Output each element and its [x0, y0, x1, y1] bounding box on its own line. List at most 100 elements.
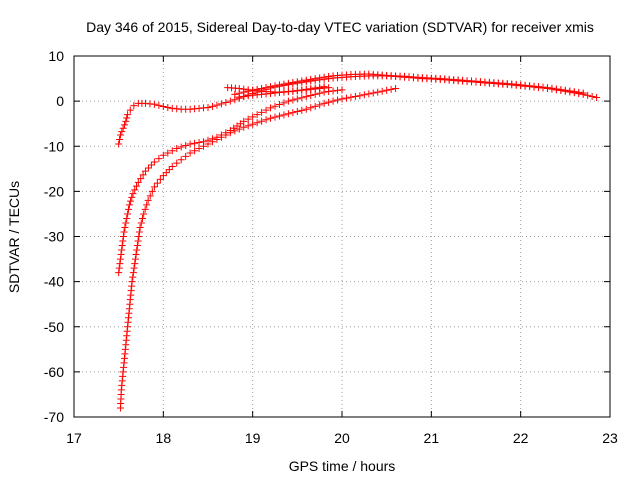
data-point — [148, 187, 156, 195]
data-point — [275, 81, 283, 89]
data-point — [267, 114, 275, 122]
data-point — [217, 131, 225, 139]
y-axis-label: SDTVAR / TECUs — [6, 181, 22, 293]
data-point — [118, 246, 126, 254]
data-point — [329, 97, 337, 105]
data-point — [302, 76, 310, 84]
data-point — [369, 89, 377, 97]
data-point — [122, 219, 130, 227]
data-point — [302, 93, 310, 101]
data-point — [284, 110, 292, 118]
data-point — [116, 255, 124, 263]
data-point — [356, 92, 364, 100]
data-point — [307, 91, 315, 99]
data-point — [360, 91, 368, 99]
data-point — [258, 84, 266, 92]
data-point — [284, 79, 292, 87]
data-point — [548, 84, 556, 92]
data-point — [298, 106, 306, 114]
data-point — [123, 114, 131, 122]
data-point — [117, 251, 125, 259]
data-point — [129, 190, 137, 198]
data-point — [140, 210, 148, 218]
x-tick-label: 17 — [66, 430, 82, 446]
data-point — [374, 88, 382, 96]
data-point — [150, 100, 158, 108]
data-point — [144, 196, 152, 204]
data-point — [320, 73, 328, 81]
data-point — [146, 192, 154, 200]
y-tick-label: -70 — [44, 409, 64, 425]
data-point — [129, 269, 137, 277]
data-point — [115, 269, 123, 277]
data-point — [116, 260, 124, 268]
data-point — [351, 92, 359, 100]
data-point — [302, 105, 310, 113]
x-axis-label: GPS time / hours — [289, 458, 396, 474]
data-point — [195, 138, 203, 146]
data-point — [280, 99, 288, 107]
data-point — [316, 74, 324, 82]
data-point — [119, 233, 127, 240]
data-point — [262, 84, 270, 92]
data-point — [120, 121, 128, 129]
data-point — [118, 128, 126, 136]
data-point — [284, 97, 292, 105]
grid — [74, 56, 610, 417]
data-point — [186, 149, 194, 157]
data-point — [334, 86, 342, 94]
data-point — [383, 86, 391, 94]
data-point — [253, 85, 261, 93]
data-point — [131, 255, 139, 263]
data-point — [240, 117, 248, 125]
data-point — [249, 86, 257, 94]
y-tick-labels: -70 -60 -50 -40 -30 -20 -10 0 10 — [44, 48, 64, 425]
data-point — [139, 171, 147, 179]
series-track-D — [224, 70, 587, 101]
data-point — [570, 88, 578, 96]
data-point — [130, 102, 138, 110]
data-point — [307, 104, 315, 112]
data-point — [119, 124, 127, 132]
data-point — [280, 111, 288, 119]
data-point — [204, 103, 212, 111]
data-point — [226, 97, 234, 105]
data-point — [165, 166, 173, 174]
data-point — [289, 79, 297, 87]
data-point — [293, 78, 301, 86]
data-point — [311, 75, 319, 83]
data-point — [141, 205, 149, 213]
data-point — [144, 164, 152, 172]
data-point — [195, 145, 203, 153]
data-point — [125, 201, 133, 209]
data-point — [173, 145, 181, 153]
data-point — [131, 186, 139, 194]
x-tick-label: 19 — [245, 430, 261, 446]
data-point — [137, 175, 145, 183]
data-point — [258, 117, 266, 125]
data-point — [168, 147, 176, 155]
data-point — [267, 104, 275, 112]
data-point — [217, 100, 225, 108]
data-point — [138, 214, 146, 222]
data-point — [298, 94, 306, 102]
data-point — [128, 278, 136, 286]
data-point — [253, 111, 261, 119]
data-point — [115, 264, 123, 272]
data-point — [186, 140, 194, 148]
data-point — [200, 138, 208, 146]
data-point — [133, 242, 141, 250]
data-point — [593, 94, 601, 102]
data-point — [137, 219, 145, 227]
data-point — [293, 95, 301, 103]
data-point — [213, 101, 221, 109]
data-point — [280, 80, 288, 88]
data-point — [164, 149, 172, 157]
x-tick-label: 21 — [424, 430, 440, 446]
data-point — [133, 182, 141, 190]
data-point — [378, 87, 386, 95]
data-point — [120, 228, 128, 236]
data-point — [119, 237, 127, 245]
data-point — [334, 96, 342, 104]
